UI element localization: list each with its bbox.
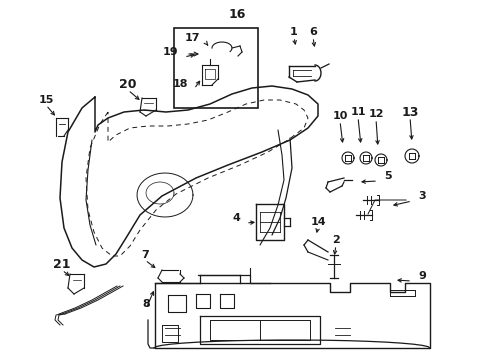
Text: 9: 9 <box>418 271 426 281</box>
Text: 21: 21 <box>53 258 71 271</box>
Text: 7: 7 <box>141 250 149 260</box>
Text: 2: 2 <box>332 235 340 245</box>
Text: 5: 5 <box>384 171 392 181</box>
Text: 14: 14 <box>310 217 326 227</box>
Text: 18: 18 <box>172 79 188 89</box>
Text: 3: 3 <box>418 191 426 201</box>
Text: 20: 20 <box>119 78 137 91</box>
Text: 16: 16 <box>228 8 245 21</box>
Text: 11: 11 <box>350 107 366 117</box>
Text: 10: 10 <box>332 111 348 121</box>
Text: 19: 19 <box>162 47 178 57</box>
Text: 4: 4 <box>232 213 240 223</box>
Bar <box>174 28 258 108</box>
Text: 15: 15 <box>38 95 54 105</box>
Text: 17: 17 <box>185 33 200 43</box>
Text: 13: 13 <box>401 105 418 118</box>
Text: 1: 1 <box>290 27 298 37</box>
Text: 6: 6 <box>309 27 317 37</box>
Text: 8: 8 <box>142 299 150 309</box>
Text: 12: 12 <box>368 109 384 119</box>
